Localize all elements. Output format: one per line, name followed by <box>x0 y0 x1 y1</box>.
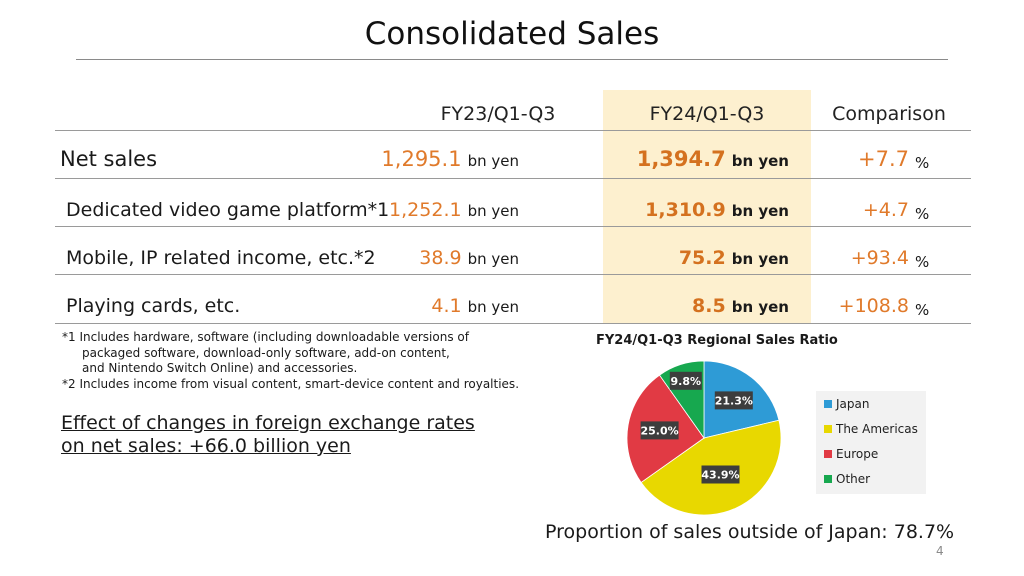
data-label-the-americas: 43.9% <box>701 465 740 484</box>
chart-legend: Japan The Americas Europe Other <box>816 391 926 494</box>
footnote-2: *2 Includes income from visual content, … <box>62 376 520 391</box>
legend-item-japan: Japan <box>824 397 869 411</box>
footnotes: *1 Includes hardware, software (includin… <box>62 330 519 392</box>
percent-sign: % <box>915 301 930 319</box>
dedicated-platform-fy24: 1,310.9 bn yen <box>645 199 789 221</box>
table-rule <box>55 274 971 275</box>
row-label-playing-cards: Playing cards, etc. <box>66 295 241 317</box>
legend-label: Europe <box>836 447 879 461</box>
overseas-proportion-note: Proportion of sales outside of Japan: 78… <box>545 521 955 543</box>
legend-item-europe: Europe <box>824 447 878 461</box>
fx-effect-note: Effect of changes in foreign exchange ra… <box>61 412 475 458</box>
legend-swatch <box>824 475 832 483</box>
dedicated-platform-fy23: 1,252.1 bn yen <box>389 199 519 221</box>
svg-text:9.8%: 9.8% <box>671 375 702 388</box>
title-divider <box>76 59 948 60</box>
legend-swatch <box>824 425 832 433</box>
fx-effect-line-1: Effect of changes in foreign exchange ra… <box>61 412 475 434</box>
legend-swatch <box>824 400 832 408</box>
percent-sign: % <box>915 253 930 271</box>
svg-text:21.3%: 21.3% <box>715 394 753 407</box>
footnote-1-line-2: packaged software, download-only softwar… <box>82 345 450 360</box>
legend-swatch <box>824 450 832 458</box>
mobile-ip-fy24: 75.2 bn yen <box>678 247 789 269</box>
fx-effect-line-2: on net sales: +66.0 billion yen <box>61 435 351 457</box>
header-comparison: Comparison <box>832 103 946 125</box>
net-sales-fy23: 1,295.1 bn yen <box>381 147 519 171</box>
table-rule <box>55 226 971 227</box>
footnote-1-line-1: *1 Includes hardware, software (includin… <box>62 330 469 344</box>
table-rule <box>55 130 971 131</box>
svg-text:43.9%: 43.9% <box>701 469 739 482</box>
legend-label: Other <box>836 472 871 486</box>
chart-title: FY24/Q1-Q3 Regional Sales Ratio <box>596 333 838 348</box>
playing-cards-fy23: 4.1 bn yen <box>431 295 519 317</box>
legend-item-the-americas: The Americas <box>824 422 918 436</box>
table-rule <box>55 323 971 324</box>
percent-sign: % <box>915 154 930 172</box>
row-label-dedicated-platform: Dedicated video game platform*1 <box>66 199 390 221</box>
legend-label: Japan <box>836 397 870 411</box>
net-sales-change: +7.7 <box>858 147 909 171</box>
data-label-japan: 21.3% <box>715 391 753 410</box>
header-fy24: FY24/Q1-Q3 <box>649 103 765 125</box>
data-label-other: 9.8% <box>669 371 702 390</box>
slide-title: Consolidated Sales <box>364 16 660 52</box>
mobile-ip-change: +93.4 <box>850 247 909 269</box>
percent-sign: % <box>915 205 930 223</box>
svg-text:25.0%: 25.0% <box>641 424 679 437</box>
legend-label: The Americas <box>836 422 918 436</box>
table-rule <box>55 178 971 179</box>
row-label-net-sales: Net sales <box>60 147 158 171</box>
mobile-ip-fy23: 38.9 bn yen <box>419 247 519 269</box>
footnote-1-line-3: and Nintendo Switch Online) and accessor… <box>82 361 358 375</box>
data-label-europe: 25.0% <box>641 421 679 440</box>
net-sales-fy24: 1,394.7 bn yen <box>636 147 789 171</box>
page-number: 4 <box>936 544 944 558</box>
fy24-column-highlight <box>603 90 811 324</box>
header-fy23: FY23/Q1-Q3 <box>440 103 556 125</box>
regional-sales-pie-chart: 21.3% 43.9% 25.0% 9.8% <box>626 360 782 516</box>
dedicated-platform-change: +4.7 <box>862 199 909 221</box>
playing-cards-change: +108.8 <box>838 295 909 317</box>
playing-cards-fy24: 8.5 bn yen <box>692 295 789 317</box>
legend-item-other: Other <box>824 472 870 486</box>
row-label-mobile-ip: Mobile, IP related income, etc.*2 <box>66 247 376 269</box>
